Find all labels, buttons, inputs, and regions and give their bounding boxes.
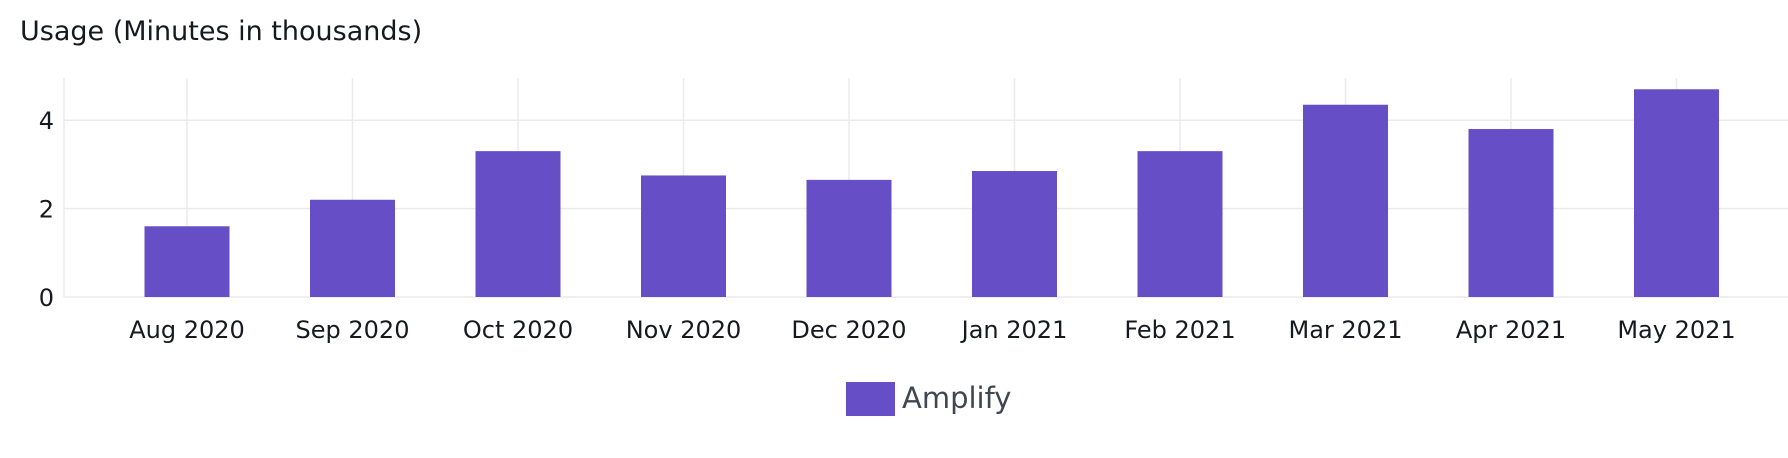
- x-tick-label-8: Apr 2021: [1456, 316, 1566, 344]
- x-tick-label-7: Mar 2021: [1289, 316, 1403, 344]
- legend[interactable]: Amplify: [846, 381, 1011, 416]
- y-axis: 0 2 4: [39, 107, 54, 312]
- x-tick-label-9: May 2021: [1617, 316, 1735, 344]
- x-tick-label-2: Oct 2020: [463, 316, 573, 344]
- bar-nov-2020[interactable]: [641, 175, 726, 297]
- bar-jan-2021[interactable]: [972, 171, 1057, 297]
- y-tick-label-0: 0: [39, 284, 54, 312]
- x-tick-label-5: Jan 2021: [960, 316, 1068, 344]
- bar-oct-2020[interactable]: [475, 151, 561, 297]
- x-tick-label-3: Nov 2020: [626, 316, 742, 344]
- legend-label-amplify[interactable]: Amplify: [902, 381, 1011, 415]
- y-tick-label-1: 2: [39, 196, 54, 224]
- bar-aug-2020[interactable]: [144, 226, 230, 297]
- bar-feb-2021[interactable]: [1137, 151, 1223, 297]
- bar-may-2021[interactable]: [1634, 89, 1719, 297]
- bar-dec-2020[interactable]: [806, 179, 892, 297]
- legend-swatch-amplify[interactable]: [846, 382, 895, 416]
- x-tick-label-1: Sep 2020: [296, 316, 410, 344]
- x-tick-label-0: Aug 2020: [129, 316, 245, 344]
- bar-apr-2021[interactable]: [1468, 129, 1554, 297]
- x-tick-label-4: Dec 2020: [791, 316, 906, 344]
- bar-sep-2020[interactable]: [310, 199, 395, 297]
- y-tick-label-2: 4: [39, 107, 54, 135]
- x-axis: Aug 2020 Sep 2020 Oct 2020 Nov 2020 Dec 2020…: [129, 316, 1735, 344]
- x-tick-label-6: Feb 2021: [1124, 316, 1235, 344]
- bars: [144, 89, 1719, 297]
- bar-mar-2021[interactable]: [1303, 104, 1388, 297]
- chart-title: Usage (Minutes in thousands): [20, 16, 423, 47]
